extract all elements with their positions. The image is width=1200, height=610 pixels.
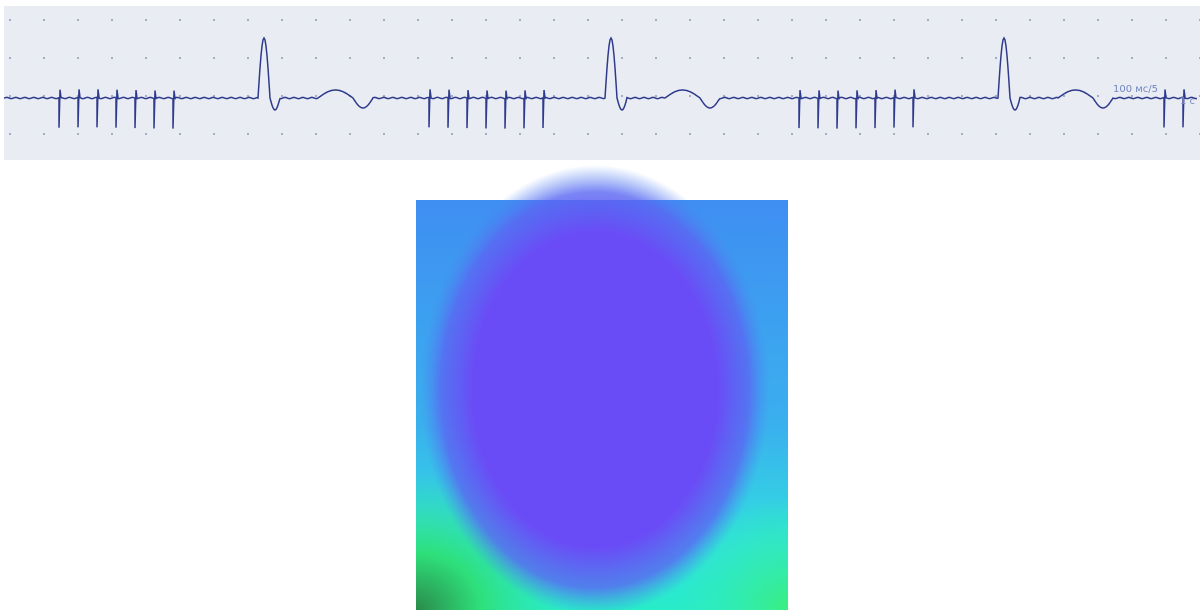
screen: 100 мс/5 1 с [0, 0, 1200, 610]
page: 100 мс/5 1 с (() => { const data = JSON.… [0, 0, 1200, 610]
time-label: 1 с [1180, 96, 1195, 107]
scale-label: 100 мс/5 [1113, 84, 1158, 95]
heat-map [416, 165, 788, 610]
heat-map-core [420, 165, 770, 610]
